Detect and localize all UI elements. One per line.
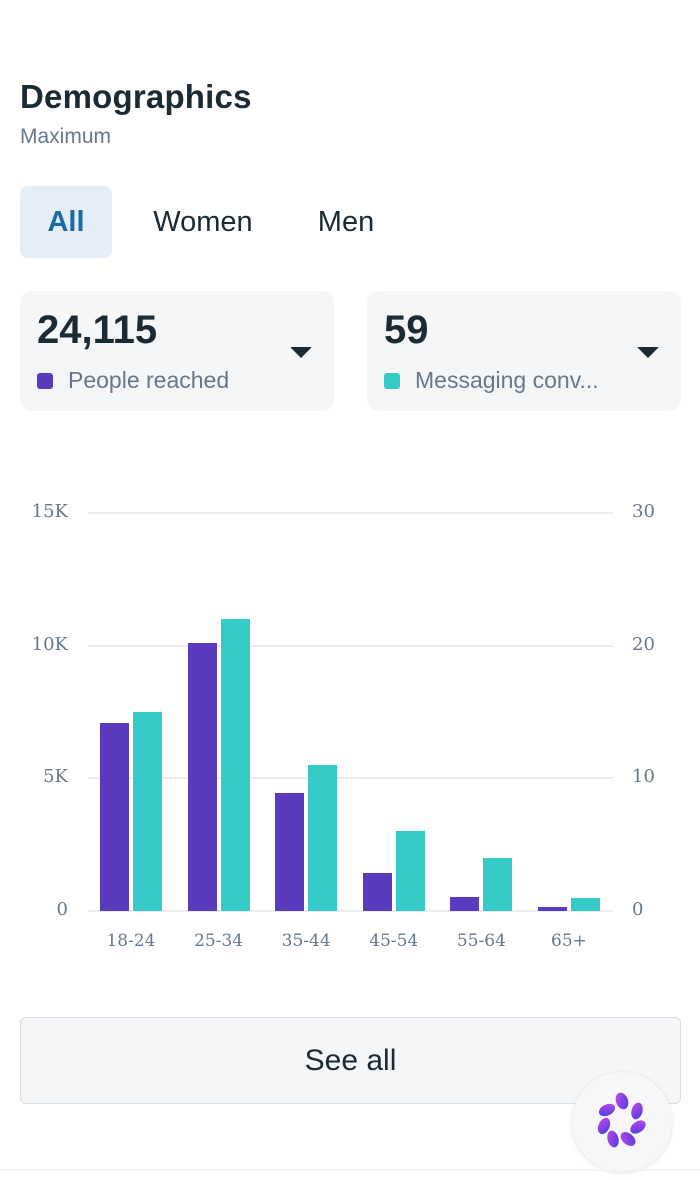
bar-messaging-35-44[interactable]: [308, 765, 338, 911]
page-subtitle: Maximum: [20, 125, 112, 148]
bar-messaging-25-34[interactable]: [220, 619, 250, 911]
tab-men[interactable]: Men: [317, 205, 375, 238]
bar-people-reached-65+[interactable]: [538, 906, 567, 911]
ai-assistant-button[interactable]: [572, 1072, 672, 1172]
x-axis-label: 18-24: [106, 931, 156, 951]
metric-legend: People reached: [37, 367, 229, 394]
y-axis-right-label: 20: [632, 633, 655, 655]
bar-messaging-55-64[interactable]: [483, 857, 513, 911]
y-axis-left-label: 0: [56, 899, 68, 920]
dropdown-caret-icon[interactable]: [290, 347, 312, 358]
dropdown-caret-icon[interactable]: [637, 347, 659, 358]
bar-people-reached-25-34[interactable]: [187, 643, 217, 911]
y-axis-right-label: 0: [632, 899, 644, 920]
see-all-button[interactable]: See all: [20, 1017, 681, 1104]
y-axis-left-label: 10K: [31, 633, 68, 655]
meta-ai-sparkle-icon: [597, 1092, 646, 1148]
bar-people-reached-35-44[interactable]: [275, 792, 305, 911]
gridline: [88, 644, 613, 647]
y-axis-right-label: 10: [632, 766, 655, 788]
bottom-divider: [0, 1169, 700, 1171]
bar-people-reached-45-54[interactable]: [362, 873, 392, 911]
x-axis-label: 55-64: [456, 931, 506, 951]
gridline: [88, 512, 613, 514]
metric-label: Messaging conv...: [415, 367, 599, 393]
x-axis-label: 35-44: [281, 931, 331, 951]
bar-messaging-45-54[interactable]: [395, 831, 425, 911]
legend-swatch-icon: [384, 372, 400, 389]
metric-value: 59: [384, 308, 429, 352]
gridline: [88, 777, 613, 780]
metric-value: 24,115: [37, 308, 158, 352]
page-title: Demographics: [20, 78, 252, 115]
gender-tabs: All Women Men: [20, 186, 398, 258]
y-axis-left-label: 15K: [31, 501, 68, 522]
metric-selector-people-reached[interactable]: 24,115 People reached: [20, 291, 334, 411]
x-axis-label: 65+: [551, 931, 587, 951]
x-axis-label: 45-54: [369, 931, 419, 951]
bar-people-reached-55-64[interactable]: [450, 896, 480, 911]
x-axis-label: 25-34: [194, 931, 244, 951]
y-axis-right-label: 30: [632, 501, 655, 522]
gridline: [88, 910, 613, 912]
y-axis-left-label: 5K: [43, 766, 68, 788]
metric-label: People reached: [68, 367, 230, 393]
metric-selector-messaging[interactable]: 59 Messaging conv...: [367, 291, 681, 411]
tab-all[interactable]: All: [20, 186, 112, 258]
bar-messaging-65+[interactable]: [571, 897, 600, 911]
tab-women[interactable]: Women: [153, 205, 253, 238]
metric-legend: Messaging conv...: [384, 367, 599, 394]
bar-messaging-18-24[interactable]: [133, 712, 162, 911]
demographics-bar-chart: 0 0 5K 10 10K 20 15K 30 18-24 25-34 35-44 45-54 55-6…: [0, 490, 700, 970]
legend-swatch-icon: [37, 372, 53, 389]
bar-people-reached-18-24[interactable]: [100, 722, 129, 911]
